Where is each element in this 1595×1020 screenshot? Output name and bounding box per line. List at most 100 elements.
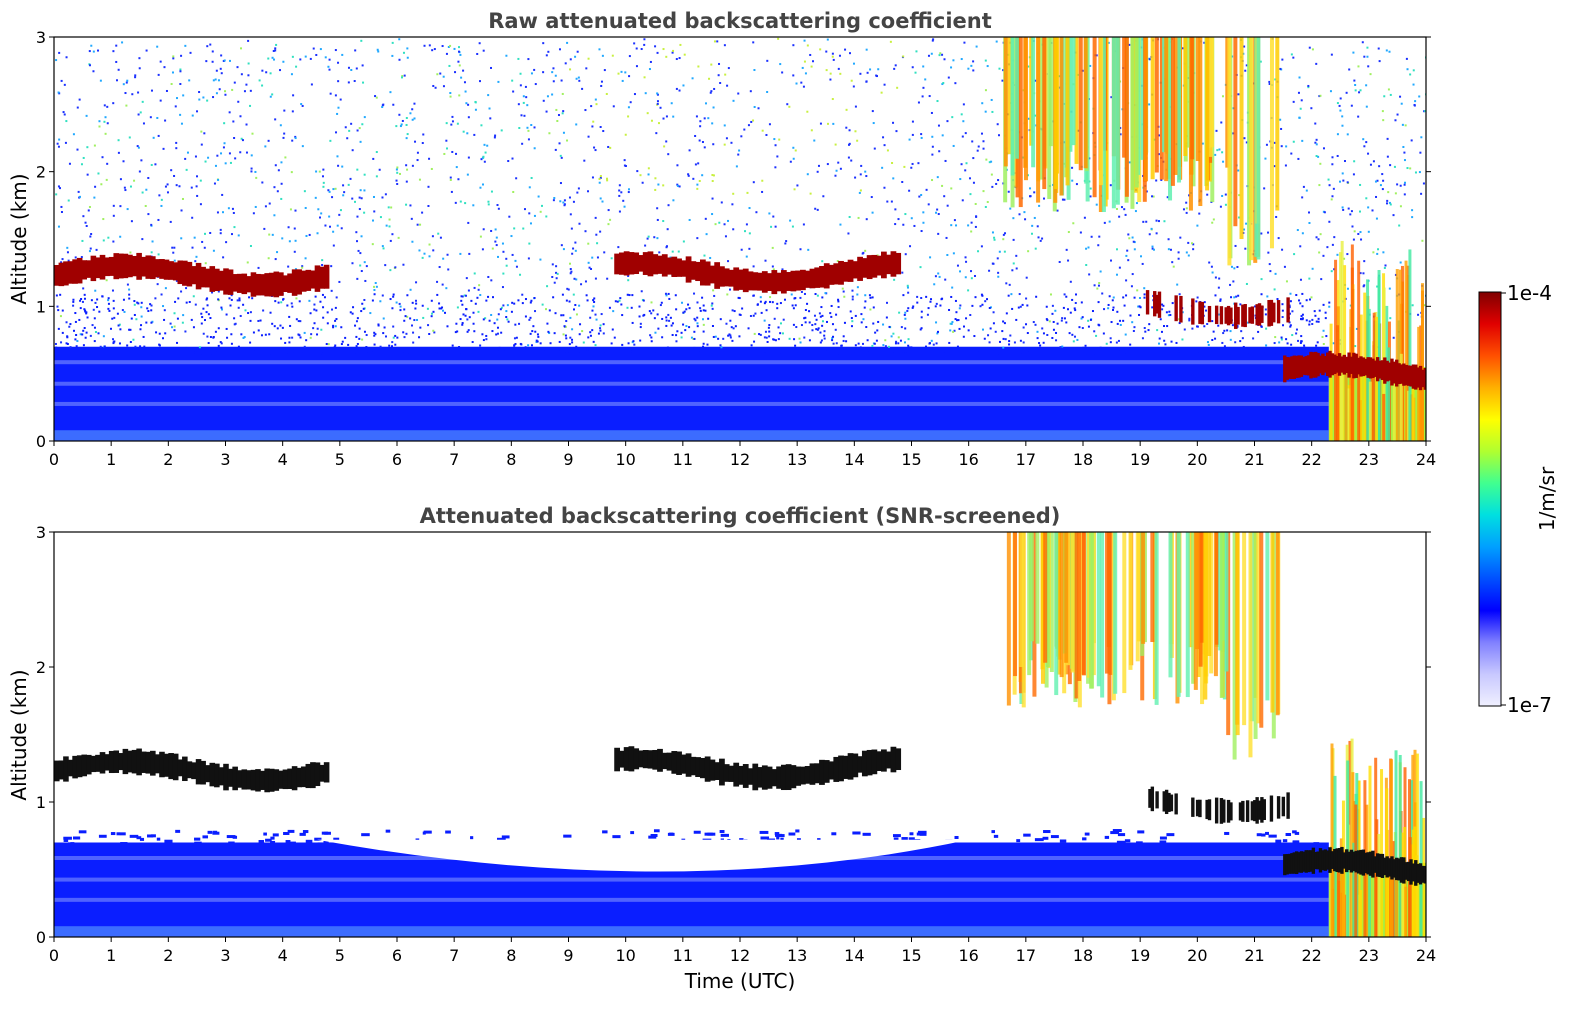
noise-speck bbox=[997, 134, 1000, 137]
noise-speck bbox=[119, 205, 122, 208]
cloud-layer-cell bbox=[1390, 856, 1394, 880]
noise-speck bbox=[418, 336, 421, 339]
noise-speck bbox=[528, 242, 531, 245]
noise-speck bbox=[1403, 151, 1406, 154]
cloud-layer-cell bbox=[761, 271, 768, 293]
noise-speck bbox=[1322, 343, 1325, 346]
noise-speck bbox=[971, 304, 974, 307]
cloud-layer-cell bbox=[881, 749, 887, 772]
noise-speck bbox=[1244, 69, 1247, 72]
bl-fringe bbox=[1104, 835, 1110, 839]
bl-fringe bbox=[287, 829, 295, 833]
noise-speck bbox=[124, 189, 127, 192]
noise-speck bbox=[702, 309, 705, 312]
noise-speck bbox=[1237, 93, 1240, 96]
cloud-layer-cell bbox=[1234, 302, 1238, 329]
noise-speck bbox=[277, 301, 280, 304]
noise-speck bbox=[365, 334, 368, 337]
noise-speck bbox=[1377, 248, 1380, 251]
bl-fringe bbox=[333, 837, 340, 841]
noise-speck bbox=[493, 322, 496, 325]
noise-speck bbox=[720, 201, 723, 204]
noise-speck bbox=[792, 307, 795, 310]
noise-speck bbox=[1300, 317, 1303, 320]
cloud-layer-cell bbox=[218, 767, 225, 786]
bl-fringe bbox=[1137, 842, 1143, 846]
noise-speck bbox=[886, 149, 889, 152]
noise-speck bbox=[865, 80, 868, 83]
noise-speck bbox=[1177, 352, 1180, 355]
noise-speck bbox=[1236, 325, 1239, 328]
cloud-layer-cell bbox=[1260, 797, 1264, 823]
cloud-layer-cell bbox=[1402, 857, 1406, 884]
noise-speck bbox=[832, 342, 835, 345]
noise-speck bbox=[389, 239, 392, 242]
noise-speck bbox=[457, 60, 460, 63]
noise-speck bbox=[85, 225, 88, 228]
noise-speck bbox=[768, 212, 771, 215]
noise-speck bbox=[196, 194, 199, 197]
noise-speck bbox=[134, 345, 137, 348]
noise-speck bbox=[497, 80, 500, 83]
ice-fall-streak bbox=[1150, 532, 1155, 643]
noise-speck bbox=[456, 306, 459, 309]
noise-speck bbox=[336, 224, 339, 227]
noise-speck bbox=[274, 164, 277, 167]
noise-speck bbox=[731, 309, 734, 312]
noise-speck bbox=[598, 48, 601, 51]
noise-speck bbox=[440, 307, 443, 310]
noise-speck bbox=[461, 323, 464, 326]
noise-speck bbox=[982, 190, 985, 193]
noise-speck bbox=[245, 83, 248, 86]
noise-speck bbox=[411, 108, 414, 111]
noise-speck bbox=[97, 172, 100, 175]
cloud-layer-cell bbox=[1304, 850, 1308, 873]
noise-speck bbox=[204, 232, 207, 235]
bl-fringe bbox=[1166, 833, 1175, 837]
noise-speck bbox=[449, 176, 452, 179]
x-tick-label: 17 bbox=[1016, 946, 1036, 965]
cloud-layer-cell bbox=[1390, 358, 1394, 386]
cloud-layer-cell bbox=[623, 251, 630, 276]
noise-speck bbox=[912, 305, 915, 308]
cloud-layer-cell bbox=[1404, 862, 1408, 880]
cloud-layer-cell bbox=[1306, 355, 1311, 376]
bl-fringe bbox=[258, 840, 264, 844]
noise-speck bbox=[291, 110, 294, 113]
noise-speck bbox=[894, 208, 897, 211]
noise-speck bbox=[1314, 141, 1317, 144]
noise-speck bbox=[446, 147, 449, 150]
cloud-layer-cell bbox=[628, 746, 635, 772]
noise-speck bbox=[1273, 141, 1276, 144]
noise-speck bbox=[1244, 247, 1247, 250]
noise-speck bbox=[466, 132, 469, 135]
noise-speck bbox=[57, 327, 60, 330]
noise-speck bbox=[463, 81, 466, 84]
noise-speck bbox=[428, 332, 431, 335]
cloud-layer-cell bbox=[1198, 799, 1202, 818]
ice-fall-streak bbox=[1024, 37, 1029, 181]
cloud-layer-cell bbox=[890, 251, 897, 277]
noise-speck bbox=[1289, 292, 1292, 295]
noise-speck bbox=[851, 320, 854, 323]
noise-speck bbox=[280, 161, 283, 164]
noise-speck bbox=[937, 213, 940, 216]
noise-speck bbox=[251, 297, 254, 300]
noise-speck bbox=[568, 262, 571, 265]
noise-speck bbox=[1296, 229, 1299, 232]
noise-speck bbox=[897, 218, 900, 221]
cloud-layer-cell bbox=[1347, 352, 1351, 378]
cloud-layer-cell bbox=[227, 768, 234, 787]
noise-speck bbox=[1394, 192, 1397, 195]
noise-speck bbox=[1011, 269, 1014, 272]
noise-speck bbox=[934, 305, 937, 308]
noise-speck bbox=[564, 334, 567, 337]
cloud-layer-cell bbox=[67, 759, 74, 777]
noise-speck bbox=[627, 279, 630, 282]
noise-speck bbox=[813, 139, 816, 142]
noise-speck bbox=[748, 247, 751, 250]
noise-speck bbox=[883, 83, 886, 86]
bl-stripe bbox=[54, 401, 1329, 406]
noise-speck bbox=[421, 304, 424, 307]
